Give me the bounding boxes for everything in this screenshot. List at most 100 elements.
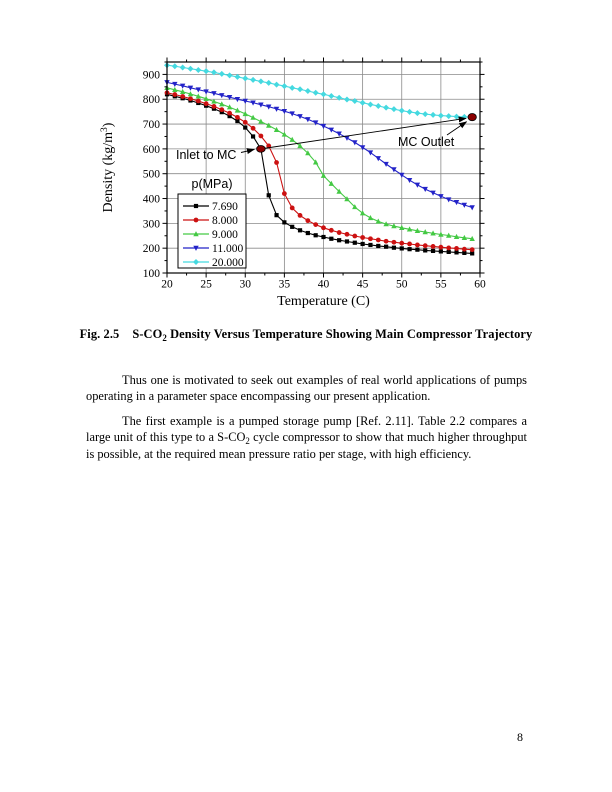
triangle-up-marker [430,230,436,236]
triangle-up-marker [179,88,186,94]
square-marker [193,203,199,209]
triangle-up-marker [391,223,397,229]
circle-marker [454,246,459,251]
circle-marker [438,244,444,250]
triangle-down-marker [383,161,389,167]
triangle-up-marker [446,232,452,238]
triangle-down-marker [406,177,413,184]
circle-marker [446,245,452,251]
square-marker [438,249,443,254]
triangle-down-marker [446,197,452,203]
diamond-marker [406,108,413,115]
legend-label: 11.000 [212,243,243,255]
diamond-marker [193,259,199,265]
circle-marker [193,217,199,223]
triangle-up-marker [414,227,421,233]
outlet-point [467,113,477,122]
triangle-down-marker [234,97,241,103]
diamond-marker [265,79,272,86]
triangle-up-marker [187,91,194,97]
legend-entry-11.000: 11.000 [183,243,243,255]
triangle-down-marker [422,186,428,192]
inlet-label: Inlet to MC [176,148,236,162]
paragraph-1: Thus one is motivated to seek out exampl… [86,373,527,403]
triangle-down-marker [250,100,256,106]
square-marker [219,110,224,115]
triangle-up-marker [367,214,374,221]
y-tick-label: 500 [143,169,161,181]
circle-marker [227,110,233,116]
x-tick-label: 35 [279,279,291,291]
square-marker [243,125,248,130]
circle-marker [461,246,467,252]
square-marker [305,230,310,236]
triangle-down-marker [328,127,335,133]
circle-marker [360,235,366,240]
x-tick-label: 50 [396,279,408,291]
circle-marker [391,239,397,245]
figure-caption-title-pre: S-CO [132,327,163,341]
y-tick-label: 800 [143,94,161,106]
y-tick-label: 600 [143,144,161,156]
triangle-down-marker [266,104,272,110]
triangle-down-marker [211,91,217,97]
triangle-down-marker [289,111,295,117]
diamond-marker [171,63,178,70]
diamond-marker [210,69,217,76]
series-line [166,64,473,118]
diamond-marker [359,99,366,106]
triangle-down-marker [305,117,311,123]
triangle-up-marker [438,231,444,237]
diamond-marker [398,107,405,114]
triangle-down-marker [453,200,460,206]
circle-marker [172,92,178,97]
legend-entry-7.690: 7.690 [183,201,238,213]
triangle-up-marker [203,95,209,101]
circle-marker [430,244,436,249]
square-marker [446,249,451,254]
y-tick-label: 200 [143,243,161,255]
chart-legend: p(MPa) 7.690 8.000 9.000 11.000 20.000 [177,177,247,269]
triangle-up-marker [359,210,366,216]
x-tick-label: 45 [357,279,369,291]
square-marker [250,134,256,139]
paragraph-2-post: cycle compressor to show that much highe… [86,430,527,461]
square-marker [321,234,326,240]
square-marker [407,247,412,252]
x-tick-label: 30 [240,279,252,291]
circle-marker [203,101,209,107]
page-number: 8 [517,730,523,744]
diamond-marker [422,111,429,118]
triangle-up-marker [305,150,311,156]
square-marker [391,245,397,250]
triangle-up-marker [242,110,248,117]
paragraph-2-subscript: 2 [245,435,250,446]
diamond-marker [289,84,296,91]
triangle-up-marker [281,131,288,137]
triangle-down-marker [430,190,436,196]
triangle-up-marker [328,180,335,186]
triangle-down-marker [219,93,225,99]
square-marker [235,118,240,124]
triangle-down-marker [352,140,358,146]
series-9.000 [164,84,475,241]
legend-label: 20.000 [212,257,244,269]
diamond-marker [250,76,257,83]
paragraph-2-pre: The first example is a pumped storage pu… [86,414,527,445]
series-line [166,81,473,209]
diamond-marker [328,93,335,100]
triangle-up-marker [375,218,381,224]
square-marker [352,240,357,245]
triangle-down-marker [367,150,374,156]
y-tick-label: 400 [143,194,161,206]
circle-marker [368,236,373,242]
figure-caption: Fig. 2.5 S-CO2 Density Versus Temperature… [40,327,572,343]
triangle-down-marker [258,102,264,108]
triangle-down-marker [312,120,319,126]
triangle-up-marker [234,107,241,113]
diamond-marker [226,72,233,79]
triangle-up-marker [195,93,201,99]
circle-marker [219,107,225,113]
triangle-down-marker [344,135,350,141]
triangle-down-marker [226,95,233,101]
